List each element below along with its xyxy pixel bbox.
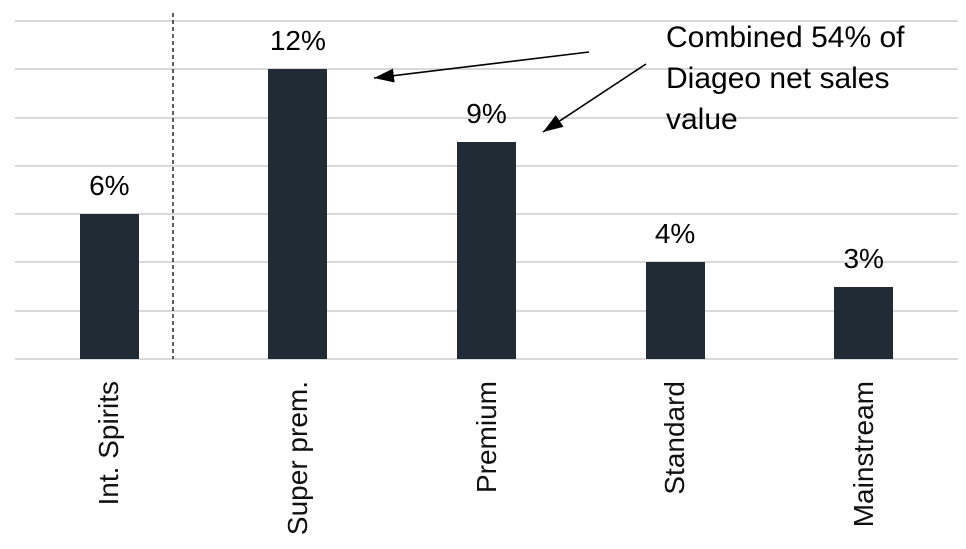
bar-value-label: 4% <box>654 218 696 250</box>
x-axis-label: Int. Spirits <box>93 381 125 506</box>
gridline <box>15 358 958 360</box>
bar-value-label: 9% <box>466 97 507 129</box>
gridline <box>15 116 958 119</box>
bar-mainstream <box>834 286 894 359</box>
gridline <box>15 20 958 22</box>
x-axis-label: Premium <box>470 381 502 494</box>
x-axis-label: Mainstream <box>847 381 879 528</box>
bar-value-label: 12% <box>269 25 326 57</box>
x-axis-label: Standard <box>659 381 691 495</box>
bar-int-spirits <box>79 214 139 359</box>
x-axis-label: Super prem. <box>281 381 313 536</box>
bar-value-label: 6% <box>89 170 130 202</box>
bar-super-prem <box>268 69 328 359</box>
bar-value-label: 3% <box>843 242 884 274</box>
annotation-text: Combined 54% of Diageo net sales value <box>666 21 905 136</box>
bar-premium <box>457 141 516 359</box>
bar-standard <box>645 262 705 359</box>
